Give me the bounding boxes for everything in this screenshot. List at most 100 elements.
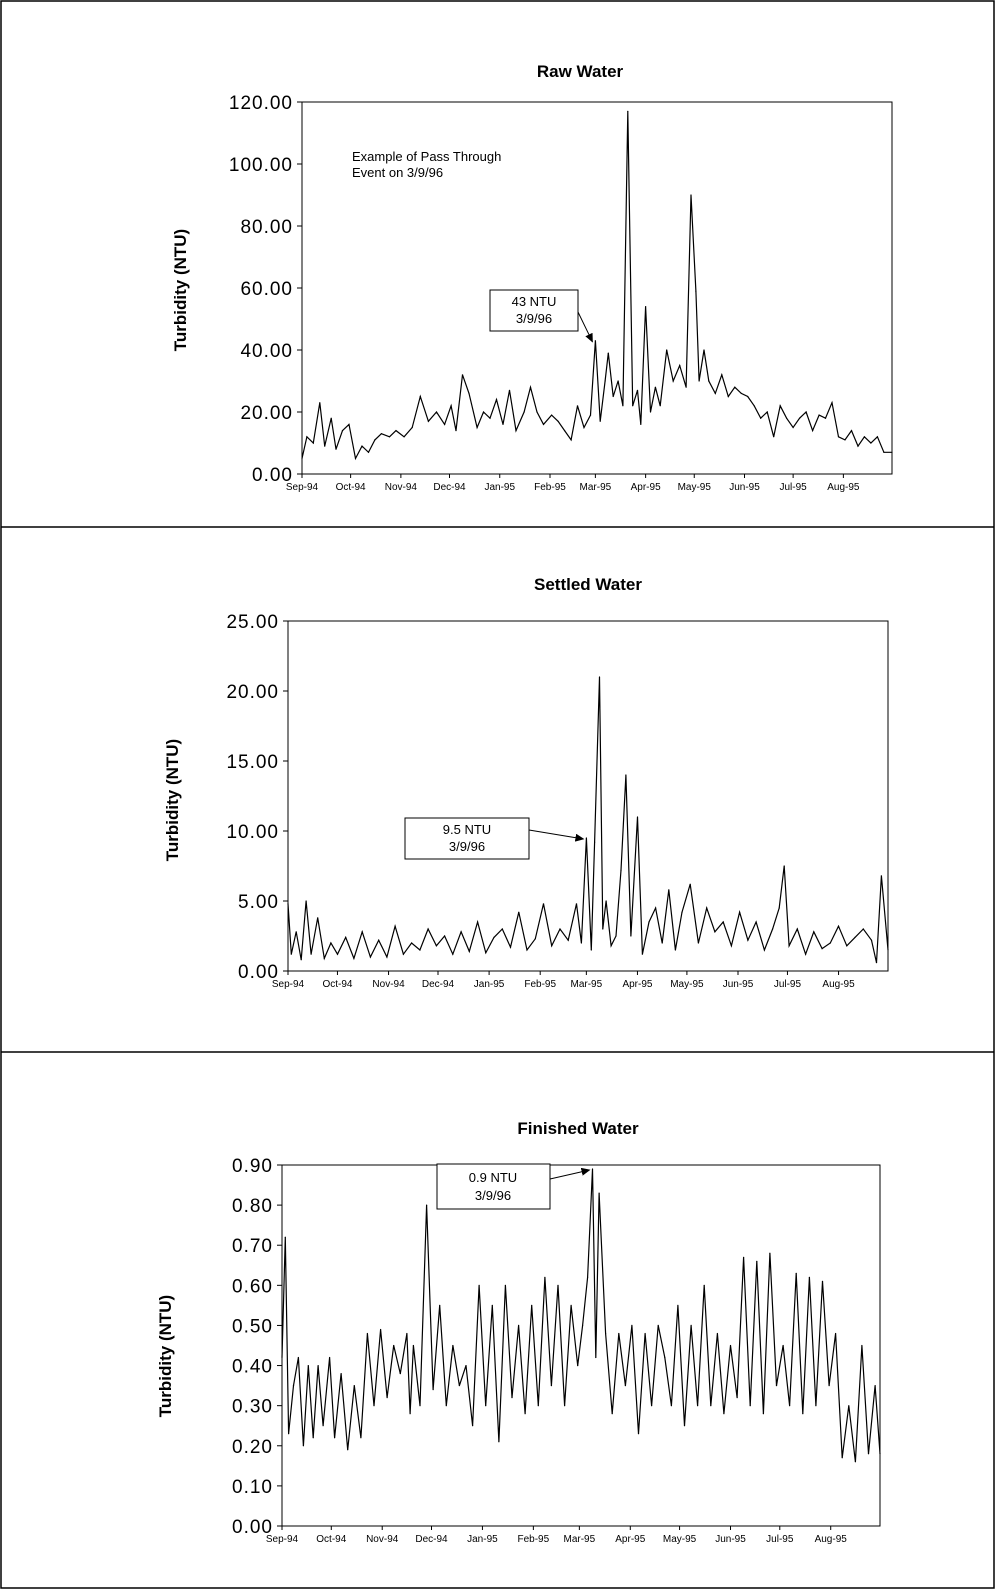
y-tick-label: 0.90 [232,1156,273,1177]
data-point [388,436,391,438]
data-point [607,352,609,354]
data-point [844,439,846,441]
data-point [508,389,511,391]
x-axis: Sep-94 Oct-94 Nov-94 Dec-94 Jan-95 Feb-95 Mar-… [286,474,860,493]
data-point [729,1344,732,1347]
data-point [730,945,733,947]
data-point [789,1405,791,1407]
data-point [419,949,421,951]
data-point [645,306,647,308]
data-point [452,1344,454,1347]
data-point [821,948,823,950]
data-point [386,1397,388,1399]
annotation-line: Example of Pass Through [352,149,501,164]
data-point [772,928,774,930]
data-point [648,921,650,923]
data-point [531,1304,533,1306]
data-point [366,1332,368,1335]
data-point [727,395,729,398]
finished-water-chart: Finished Water Turbidity (NTU) 0.000.100… [156,1119,881,1545]
annotation-line: Event on 3/9/96 [352,165,443,180]
data-point [347,1449,349,1451]
series-line [301,111,892,461]
data-point [618,1332,620,1335]
data-point [495,399,498,401]
y-axis-label: Turbidity (NTU) [163,739,182,861]
data-point [747,395,749,398]
data-point [681,911,683,913]
data-point [841,1457,843,1459]
data-point [870,442,872,444]
x-tick-label: Jan-95 [484,482,515,493]
data-point [450,405,452,407]
data-point [348,423,350,425]
x-tick-label: Dec-94 [415,1534,448,1545]
data-point [295,931,297,933]
x-tick-label: Apr-95 [631,482,661,493]
annotation-date: 3/9/96 [449,839,485,854]
x-axis: Sep-94 Oct-94 Nov-94 Dec-94 Jan-95 Feb-95 Mar-… [266,1526,847,1545]
chart-title: Raw Water [537,62,624,81]
annotation-arrow [549,1167,591,1180]
data-point [736,1397,738,1399]
data-point [846,945,848,947]
annotation-callout: 0.9 NTU 3/9/96 [436,1163,591,1210]
data-point [360,1437,362,1439]
data-point [537,1405,539,1407]
data-point [631,1324,633,1326]
data-point [557,1284,559,1286]
data-point [685,386,687,388]
y-tick-label: 40.00 [240,341,293,362]
data-point [287,903,289,905]
data-point [862,928,864,930]
data-point [461,374,464,376]
data-point [659,405,661,407]
data-point [426,1204,428,1206]
data-point [439,1304,441,1306]
y-tick-label: 20.00 [240,403,293,424]
data-point [743,1256,745,1258]
data-point [837,925,840,927]
data-point [582,1324,584,1326]
data-point [835,1332,837,1335]
data-point [775,1385,778,1387]
data-point [587,1276,589,1278]
annotation-note: Example of Pass Through Event on 3/9/96 [352,149,501,180]
data-point [284,1236,286,1238]
data-point [605,1332,607,1335]
data-point [323,957,325,960]
annotation-box [436,1163,551,1210]
x-tick-label: Jul-95 [780,482,808,493]
data-point [783,865,785,867]
y-tick-label: 0.70 [232,1236,273,1257]
annotation-callout: 43 NTU 3/9/96 [489,289,593,343]
data-point [821,1280,824,1282]
x-tick-label: Aug-95 [827,482,860,493]
data-point [432,1389,434,1391]
data-point [874,1385,876,1387]
data-point [805,411,807,413]
data-point [655,907,657,909]
data-point [501,928,503,930]
data-point [334,1437,336,1439]
data-point [399,1373,401,1375]
data-point [769,1252,771,1254]
x-tick-label: Nov-94 [366,1534,399,1545]
data-point [808,1276,811,1278]
data-point [782,1344,784,1347]
data-point [749,1405,751,1407]
data-point [668,889,670,891]
data-point [340,1373,342,1375]
chart-title: Settled Water [534,575,642,594]
data-point [666,349,668,351]
data-point [708,380,710,382]
data-point [887,949,889,951]
x-tick-label: Jun-95 [723,979,754,990]
data-point [690,1324,692,1326]
data-point [636,816,639,818]
series-points [287,676,889,964]
data-point [550,1385,553,1387]
data-point [651,1405,653,1407]
x-tick-label: Mar-95 [571,979,603,990]
